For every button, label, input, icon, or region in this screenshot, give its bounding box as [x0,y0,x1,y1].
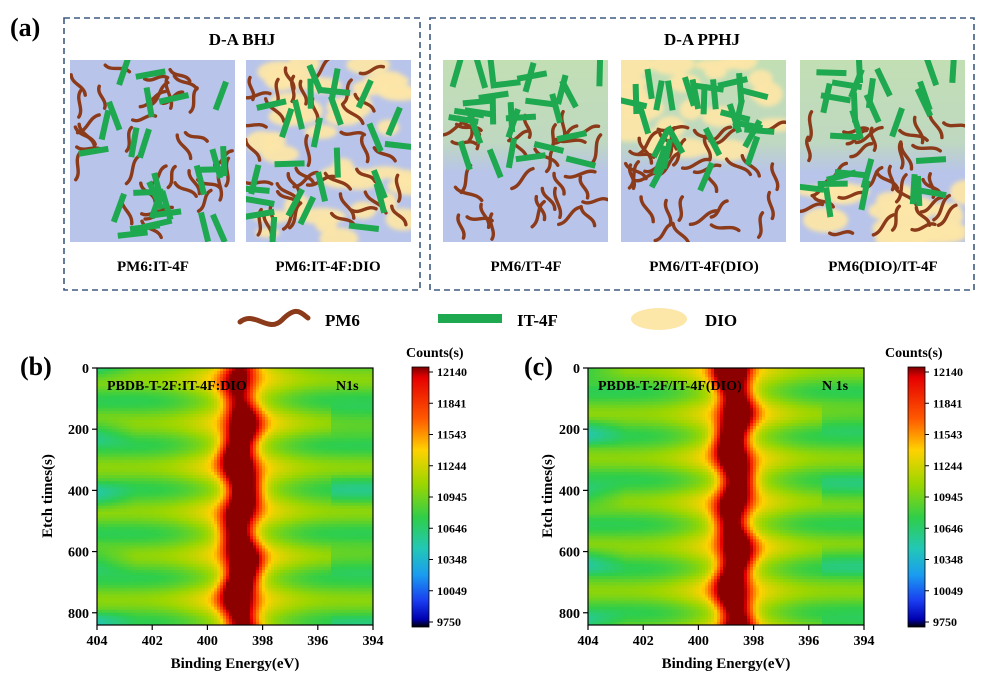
heatmap-c-x-ticks: 404 402 400 398 396 394 [578,625,875,649]
x-tick-label: 402 [633,634,654,649]
heatmap-c-xlabel: Binding Energy(eV) [662,656,791,672]
heatmap-c-frame [587,367,865,626]
colorbar-tick-label: 9750 [437,615,461,629]
x-tick-label: 404 [578,634,599,649]
heatmap-c-ylabel: Etch times(s) [540,454,556,538]
heatmap-b-y-ticks: 0 200 400 600 800 [68,362,97,622]
heatmap-b-xlabel: Binding Energy(eV) [171,656,300,672]
colorbar-b [411,366,430,628]
heatmap-panel-b: (b) PBDB-T-2F:IT-4F:DIO N1s 404 402 400 398… [20,346,467,672]
colorbar-tick-label: 11543 [933,428,962,442]
pm6-chain-icon [237,309,311,328]
film-label-3: PM6/IT-4F [490,259,561,275]
y-tick-label: 600 [559,546,580,561]
it4f-bar-icon [438,314,502,323]
x-tick-label: 400 [197,634,218,649]
colorbar-b-title: Counts(s) [406,346,464,361]
legend: PM6 IT-4F DIO [237,308,737,330]
colorbar-tick-label: 9750 [933,615,957,629]
panel-c-label: (c) [524,352,553,381]
heatmap-b-x-ticks: 404 402 400 398 396 394 [87,625,384,649]
film-4 [621,60,786,242]
film-label-5: PM6(DIO)/IT-4F [828,259,937,275]
colorbar-tick-label: 10049 [437,584,467,598]
colorbar-tick-label: 10945 [933,490,963,504]
x-tick-label: 394 [854,634,875,649]
heatmap-c-area [588,368,864,625]
heatmap-panel-c: (c) PBDB-T-2F/IT-4F(DIO) N 1s 404 402 400 3… [524,346,963,672]
x-tick-label: 396 [307,634,328,649]
y-tick-label: 800 [559,607,580,622]
panel-b-label: (b) [20,352,52,381]
film-3 [443,60,608,242]
bhj-group-frame [63,17,421,291]
colorbar-tick-label: 11543 [437,428,466,442]
colorbar-tick-label: 10049 [933,584,963,598]
heatmap-b-annotation: PBDB-T-2F:IT-4F:DIO [107,379,247,394]
colorbar-tick-label: 10945 [437,490,467,504]
colorbar-tick-label: 12140 [437,365,467,379]
colorbar-c-title: Counts(s) [885,346,943,361]
heatmap-c-y-ticks: 0 200 400 600 800 [559,362,588,622]
legend-it4f-label: IT-4F [517,311,558,330]
film-2 [246,60,411,242]
colorbar-b-ticks: 12140 11841 11543 11244 10945 10646 10348 10049… [429,365,467,629]
film-1 [70,60,235,242]
heatmap-b-ylabel: Etch times(s) [40,454,56,538]
panel-a-label: (a) [10,13,40,42]
y-tick-label: 400 [68,484,89,499]
film-label-4: PM6/IT-4F(DIO) [649,259,758,275]
morphology-films [70,60,965,242]
x-tick-label: 404 [87,634,108,649]
x-tick-label: 400 [688,634,709,649]
y-tick-label: 200 [68,423,89,438]
legend-dio-label: DIO [705,311,737,330]
dio-blob-icon [631,308,687,330]
x-tick-label: 396 [798,634,819,649]
pphj-group-frame [429,17,975,291]
heatmap-c-region: N 1s [822,379,849,394]
heatmap-b-region: N1s [336,379,359,394]
y-tick-label: 0 [82,362,89,377]
x-tick-label: 398 [252,634,273,649]
heatmap-c-annotation: PBDB-T-2F/IT-4F(DIO) [598,379,742,394]
colorbar-tick-label: 10646 [437,521,467,535]
y-tick-label: 600 [68,546,89,561]
colorbar-tick-label: 11244 [437,459,466,473]
y-tick-label: 200 [559,423,580,438]
heatmap-b-frame [96,367,374,626]
y-tick-label: 0 [573,362,580,377]
colorbar-tick-label: 11244 [933,459,962,473]
colorbar-tick-label: 10348 [933,553,963,567]
film-label-1: PM6:IT-4F [117,259,189,275]
bhj-group-title: D-A BHJ [209,30,276,49]
colorbar-tick-label: 12140 [933,365,963,379]
pphj-group-title: D-A PPHJ [664,30,741,49]
heatmap-b-area [97,368,373,625]
x-tick-label: 398 [743,634,764,649]
colorbar-tick-label: 11841 [437,396,466,410]
film-5 [800,60,965,242]
x-tick-label: 402 [142,634,163,649]
colorbar-tick-label: 11841 [933,396,962,410]
colorbar-tick-label: 10646 [933,521,963,535]
colorbar-tick-label: 10348 [437,553,467,567]
colorbar-c [907,366,926,628]
y-tick-label: 800 [68,607,89,622]
film-label-2: PM6:IT-4F:DIO [275,259,380,275]
colorbar-c-ticks: 12140 11841 11543 11244 10945 10646 10348 10049… [925,365,963,629]
x-tick-label: 394 [363,634,384,649]
legend-pm6-label: PM6 [325,311,360,330]
y-tick-label: 400 [559,484,580,499]
